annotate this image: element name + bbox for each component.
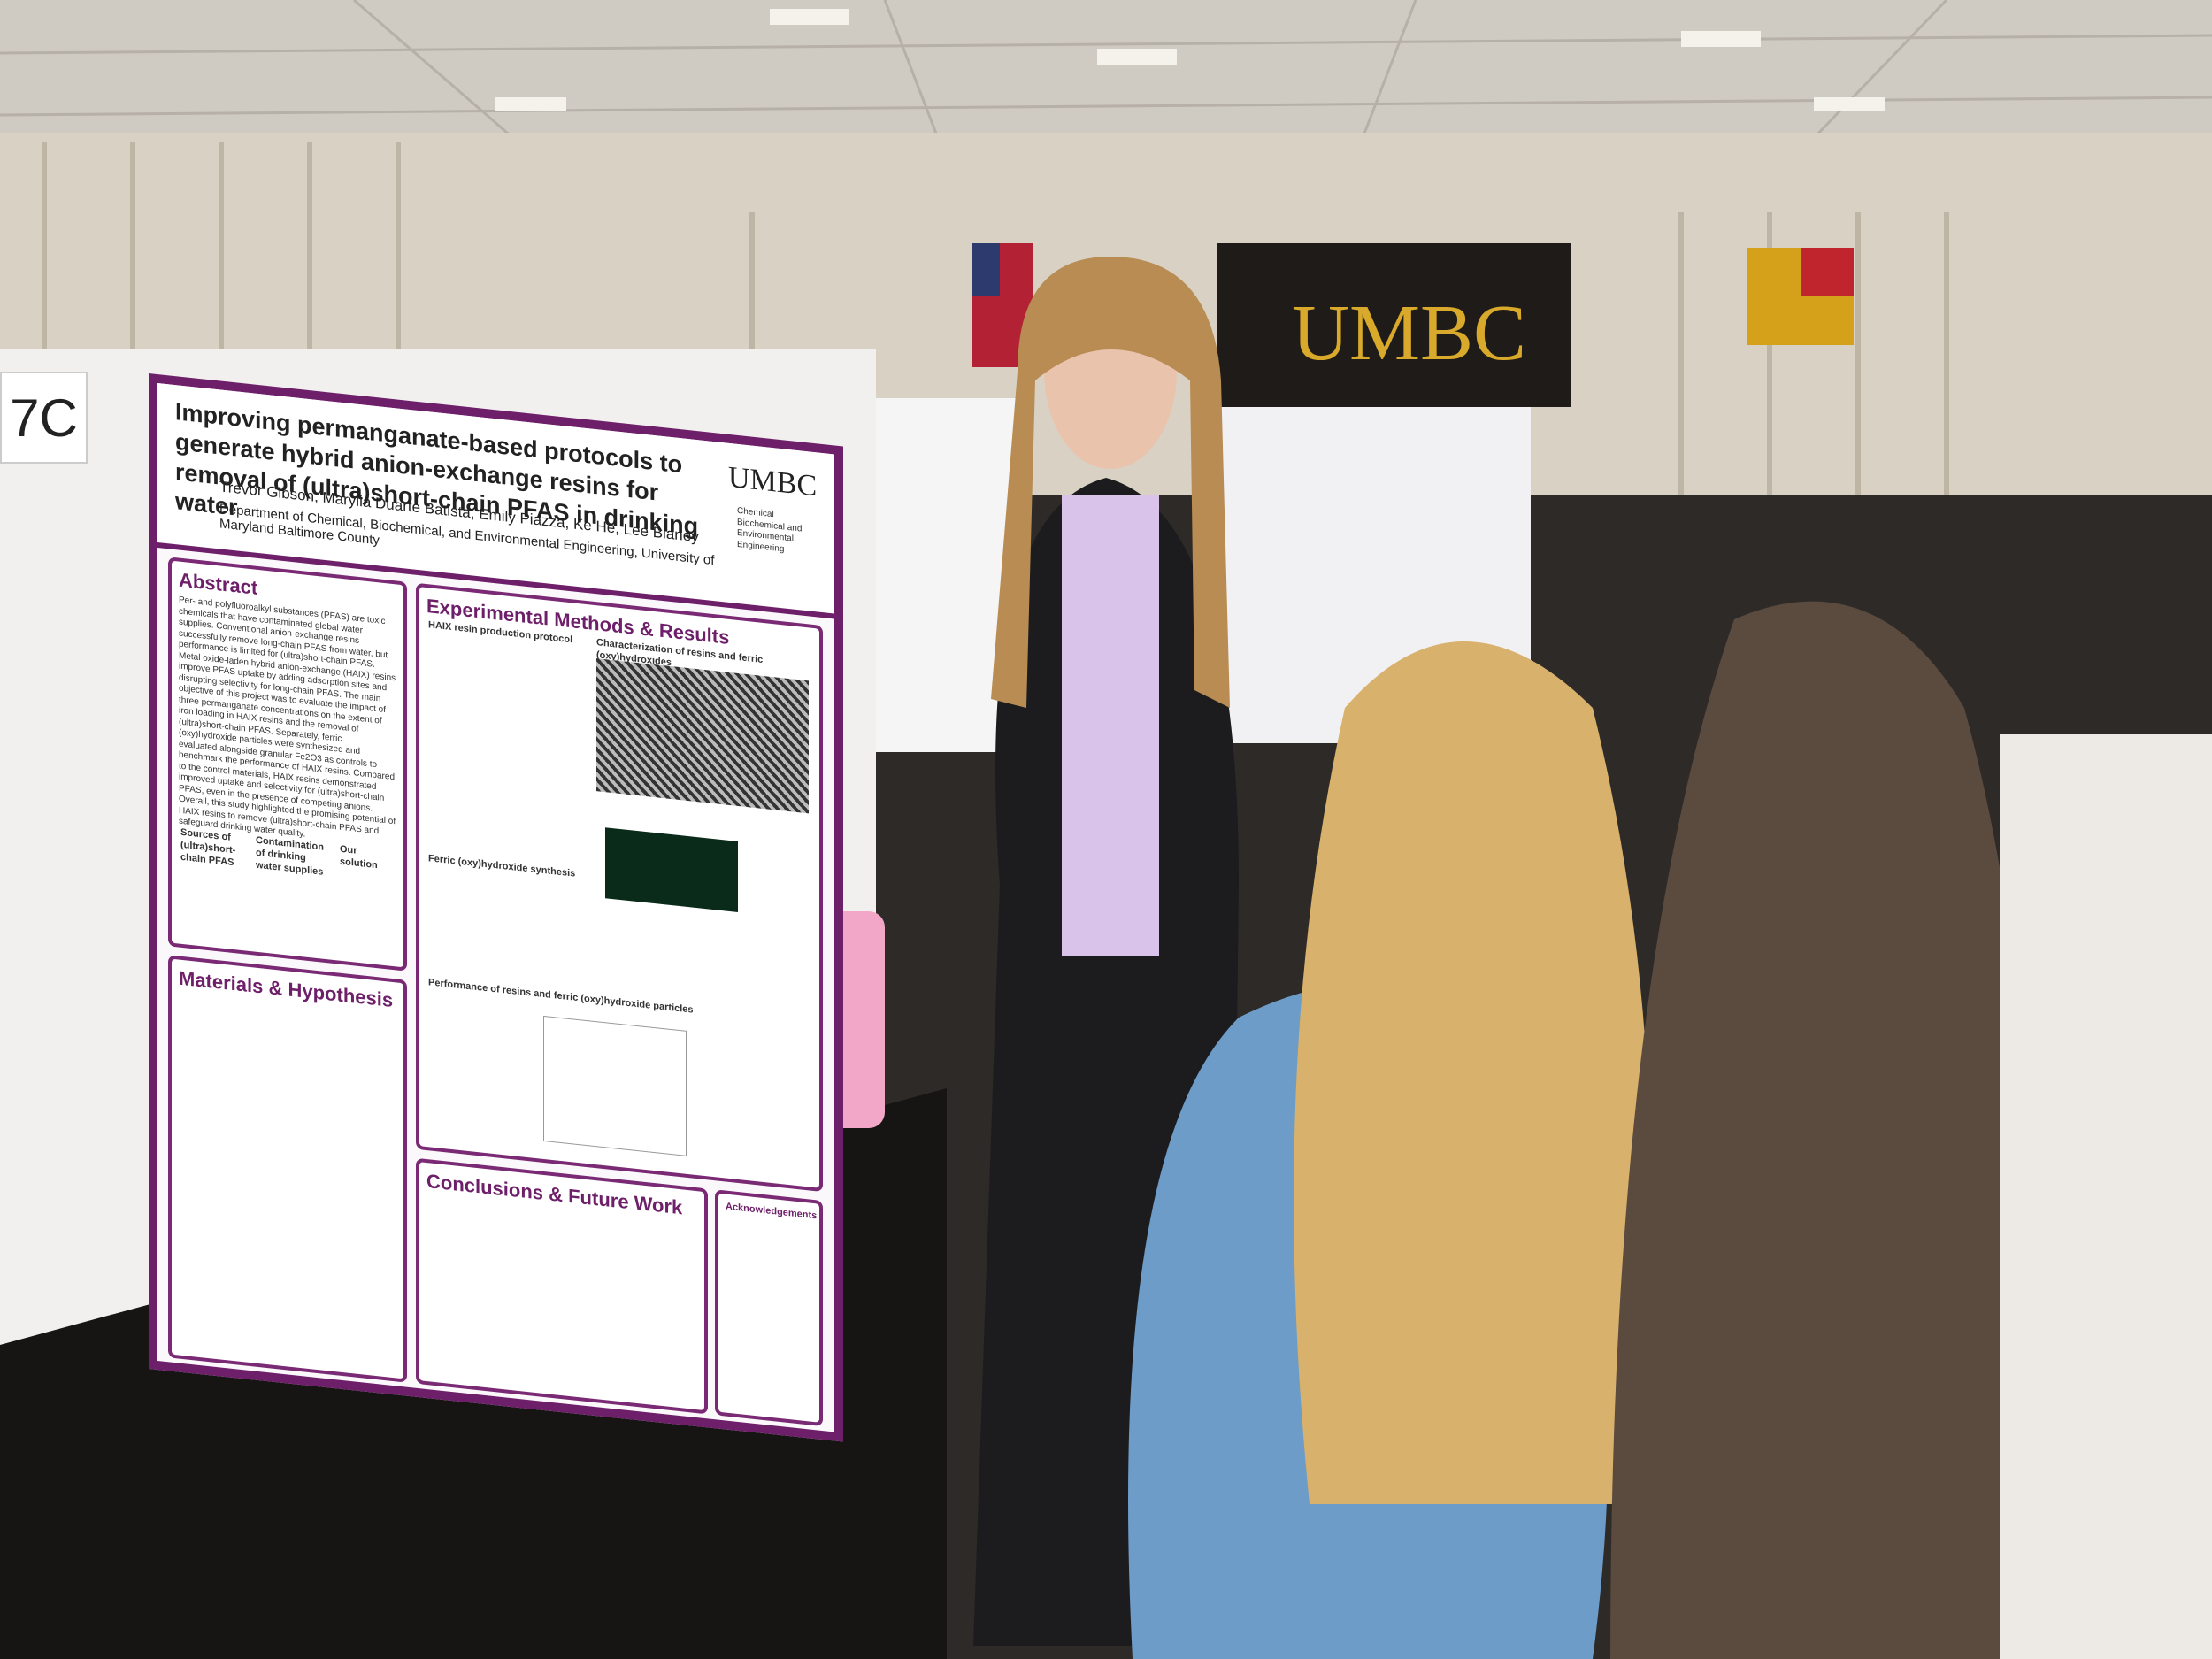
banner-text: UMBC [1292, 289, 1527, 377]
department-logo: Chemical Biochemical and Environmental E… [737, 505, 803, 555]
banner-cloth [1217, 243, 1571, 407]
materials-panel: Materials & Hypothesis [168, 955, 407, 1383]
subheading: Performance of resins and ferric (oxy)hy… [428, 977, 694, 1016]
visitor-hair [1610, 601, 2041, 1659]
section-heading: Acknowledgements [726, 1201, 818, 1222]
maryland-flag-quarter [1801, 248, 1854, 296]
section-heading: Materials & Hypothesis [179, 966, 394, 1012]
subheading: Ferric (oxy)hydroxide synthesis [428, 853, 576, 879]
ceiling-lights [495, 9, 1885, 111]
methods-panel: Experimental Methods & Results HAIX resi… [416, 582, 823, 1193]
poster: Improving permanganate-based protocols t… [149, 373, 843, 1442]
section-heading: Conclusions & Future Work [426, 1170, 683, 1219]
micrograph [596, 658, 809, 814]
presenter-hair [991, 257, 1230, 708]
figure-label: Our solution [340, 843, 378, 871]
visitor-shirt [2000, 734, 2212, 1659]
presenter-shirt [1062, 495, 1159, 956]
figure-label: Contamination of drinking water supplies [256, 834, 324, 878]
abstract-panel: Abstract Per- and polyfluoroalkyl substa… [168, 557, 407, 972]
conclusions-panel: Conclusions & Future Work [416, 1157, 708, 1415]
figure-label: Sources of (ultra)short-chain PFAS [180, 826, 236, 868]
abstract-text: Per- and polyfluoroalkyl substances (PFA… [179, 595, 396, 840]
bar-figure [543, 1015, 687, 1156]
visitor-hair [1294, 641, 1652, 1504]
booth-sign: 7C [0, 372, 88, 464]
acknowledgements-panel: Acknowledgements [715, 1189, 823, 1427]
fluorescence-image [605, 827, 738, 912]
us-flag-canton [972, 243, 1000, 296]
poster-logo: UMBC [728, 460, 818, 503]
